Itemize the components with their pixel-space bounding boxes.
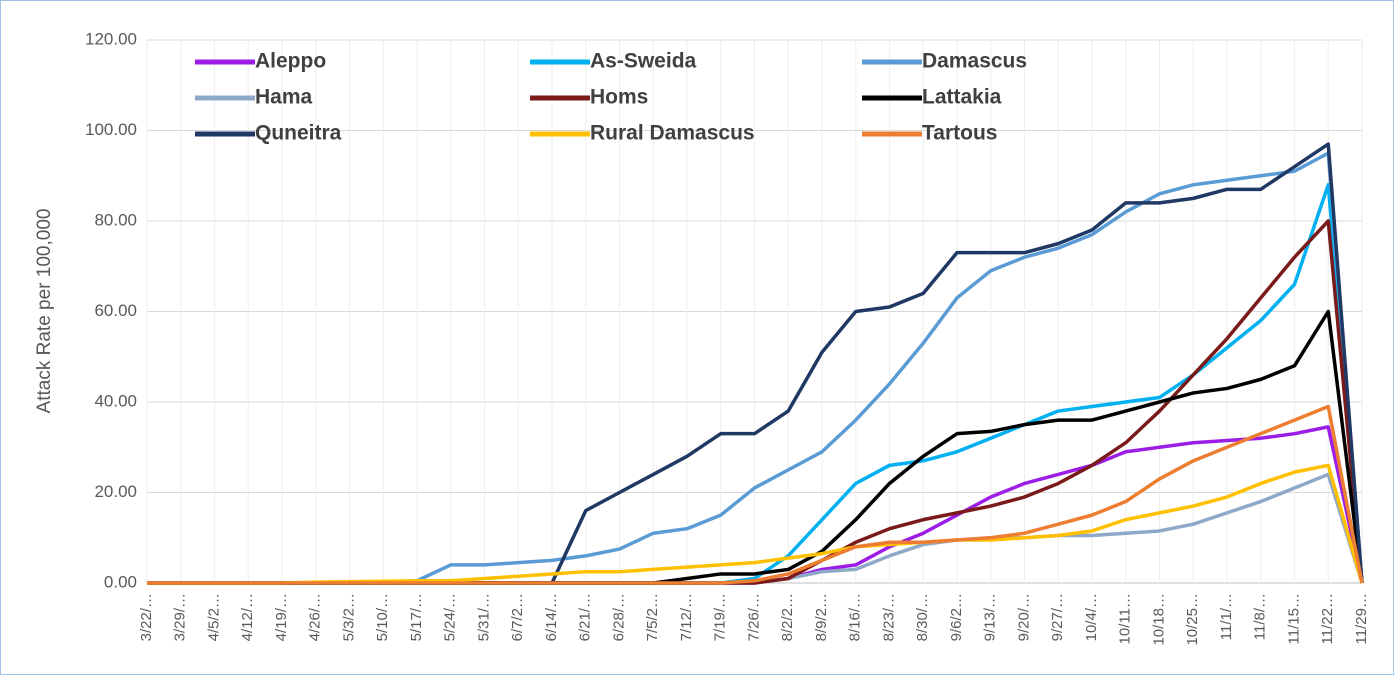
x-tick-label: 10/25… (1184, 593, 1201, 646)
x-tick-label: 6/28/… (610, 593, 627, 641)
x-tick-label: 9/20/… (1015, 593, 1032, 641)
y-tick-label: 0.00 (104, 572, 137, 591)
legend-label: Rural Damascus (590, 122, 755, 145)
x-tick-label: 4/5/2… (205, 593, 222, 641)
x-tick-label: 9/6/2… (948, 593, 965, 641)
legend-label: Homs (590, 86, 648, 109)
x-tick-label: 8/23/… (880, 593, 897, 641)
x-tick-label: 11/22… (1319, 593, 1336, 644)
x-tick-label: 11/1/… (1218, 593, 1235, 640)
x-tick-label: 6/7/2… (509, 593, 526, 641)
legend-label: Hama (255, 86, 313, 109)
legend-label: Quneitra (255, 122, 342, 145)
x-tick-label: 4/26/… (307, 593, 324, 641)
x-tick-label: 11/29… (1353, 593, 1370, 644)
x-tick-label: 11/15… (1285, 593, 1302, 644)
x-tick-label: 9/13/… (982, 593, 999, 641)
x-tick-label: 7/19/… (712, 593, 729, 641)
x-tick-label: 8/2/2… (779, 593, 796, 641)
x-tick-label: 8/9/2… (813, 593, 830, 641)
y-axis-label: Attack Rate per 100,000 (34, 209, 55, 414)
x-tick-label: 9/27/… (1049, 593, 1066, 641)
legend-label: As-Sweida (590, 50, 697, 73)
y-tick-label: 60.00 (94, 301, 137, 320)
x-tick-label: 4/19/… (273, 593, 290, 641)
x-tick-label: 10/11… (1117, 593, 1134, 644)
legend-label: Tartous (922, 122, 997, 145)
x-tick-label: 6/14/… (543, 593, 560, 641)
x-tick-label: 11/8/… (1252, 593, 1269, 640)
x-tick-label: 3/29/… (172, 593, 189, 641)
x-tick-label: 8/16/… (847, 593, 864, 641)
x-tick-label: 10/4/… (1083, 593, 1100, 641)
y-tick-label: 100.00 (85, 120, 137, 139)
x-tick-label: 5/10/… (374, 593, 391, 641)
series-line (147, 404, 1364, 585)
x-tick-label: 8/30/… (914, 593, 931, 641)
x-tick-label: 5/24/… (442, 593, 459, 641)
y-tick-label: 40.00 (94, 391, 137, 410)
x-tick-label: 5/17/… (408, 593, 425, 641)
x-tick-label: 7/26/… (745, 593, 762, 641)
x-tick-label: 4/12/… (239, 593, 256, 641)
legend-label: Lattakia (922, 86, 1002, 109)
y-tick-label: 20.00 (94, 482, 137, 501)
y-tick-label: 80.00 (94, 210, 137, 229)
x-tick-label: 10/18… (1150, 593, 1167, 646)
x-tick-label: 5/31/… (475, 593, 492, 641)
legend-label: Aleppo (255, 50, 326, 73)
x-tick-label: 7/12/… (678, 593, 695, 641)
x-tick-label: 6/21/… (577, 593, 594, 641)
legend-label: Damascus (922, 50, 1027, 73)
x-tick-label: 3/22/… (138, 593, 155, 641)
x-tick-label: 5/3/2… (340, 593, 357, 641)
y-tick-label: 120.00 (85, 29, 137, 48)
x-tick-label: 7/5/2… (644, 593, 661, 641)
